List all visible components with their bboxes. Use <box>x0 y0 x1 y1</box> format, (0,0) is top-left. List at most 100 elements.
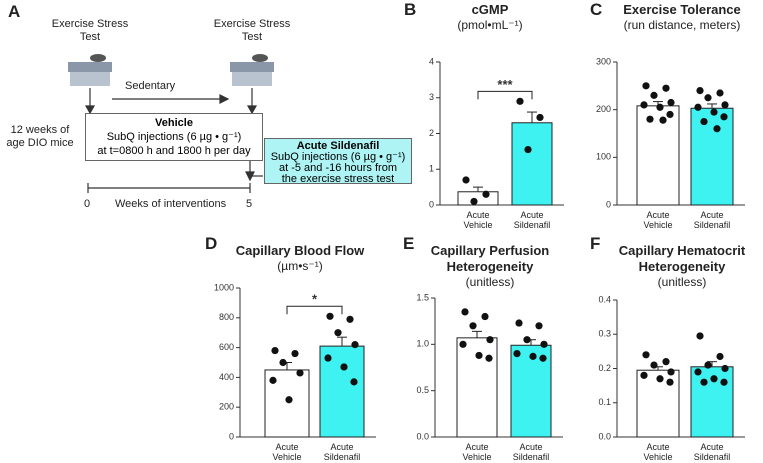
data-point <box>650 361 658 369</box>
data-point <box>340 363 348 371</box>
data-point <box>481 312 489 321</box>
data-point <box>713 125 721 133</box>
chart-subtitle: (pmol•mL⁻¹) <box>457 18 523 32</box>
error-bar <box>473 186 483 192</box>
y-tick-label: 2 <box>429 128 434 138</box>
y-tick-label: 3 <box>429 92 434 102</box>
data-point <box>656 375 664 383</box>
panel-letter: B <box>404 0 417 19</box>
bar <box>457 191 499 206</box>
y-tick-label: 100 <box>596 152 611 162</box>
significance-label: * <box>312 292 318 307</box>
data-point <box>642 351 650 359</box>
data-point <box>640 101 648 109</box>
data-point <box>720 113 728 121</box>
chart-heading: cGMP (pmol•mL⁻¹) <box>410 2 570 33</box>
data-point <box>523 336 531 344</box>
data-point <box>529 352 537 360</box>
data-point <box>539 354 547 362</box>
data-point <box>291 349 299 358</box>
y-tick-label: 0.1 <box>598 397 611 407</box>
data-point <box>540 340 548 348</box>
data-point <box>269 376 277 384</box>
data-point <box>716 352 724 361</box>
data-point <box>334 329 342 337</box>
box-title: Vehicle <box>155 117 193 129</box>
data-point <box>285 396 293 404</box>
sildenafil-box: Acute Sildenafil SubQ injections (6 µg •… <box>264 138 412 185</box>
chart-title: Exercise Tolerance <box>623 2 741 17</box>
y-tick-label: 0.5 <box>416 385 429 395</box>
data-point <box>346 315 354 323</box>
y-tick-label: 0.3 <box>598 329 611 339</box>
significance-bracket <box>286 305 343 315</box>
data-point <box>536 113 544 122</box>
arrows <box>84 88 263 193</box>
data-point <box>524 145 532 154</box>
x-tick-label: Acute Sildenafil <box>512 442 550 462</box>
timeline-end: 5 <box>246 198 253 210</box>
mice-label: 12 weeks of age DIO mice <box>6 124 74 149</box>
data-point <box>326 312 334 320</box>
y-tick-label: 200 <box>596 104 611 114</box>
y-tick-label: 0.4 <box>598 294 611 304</box>
vehicle-box: Vehicle SubQ injections (6 µg • g⁻¹) at … <box>85 113 263 161</box>
y-tick-label: 0 <box>229 431 234 441</box>
data-point <box>694 103 702 111</box>
data-point <box>296 369 304 377</box>
test-label: Exercise Stress Test <box>213 18 291 43</box>
data-point <box>710 375 718 383</box>
timeline-label: Weeks of interventions <box>115 198 227 210</box>
x-tick-label: Acute Vehicle <box>272 442 302 462</box>
chart-subtitle: (unitless) <box>657 275 707 289</box>
chart-title: cGMP <box>471 2 509 17</box>
y-tick-label: 0.0 <box>416 431 429 441</box>
data-point <box>515 319 523 327</box>
chart-subtitle: (unitless) <box>465 275 515 289</box>
significance-label: *** <box>497 77 513 92</box>
data-point <box>646 115 654 123</box>
chart-heading: Capillary Blood Flow (µm•s⁻¹) <box>213 243 388 274</box>
y-tick-label: 600 <box>219 342 234 352</box>
data-point <box>667 368 675 376</box>
x-tick-label: Acute Sildenafil <box>693 210 731 230</box>
error-bar <box>707 103 717 109</box>
chart-title: Capillary Perfusion Heterogeneity <box>430 243 550 274</box>
panel-letter: C <box>590 0 603 19</box>
x-tick-label: Acute Vehicle <box>463 210 493 230</box>
data-point <box>485 354 493 362</box>
data-point <box>640 371 648 379</box>
data-point <box>535 322 543 330</box>
y-tick-label: 300 <box>596 56 611 66</box>
data-point <box>700 378 708 386</box>
chart-heading: Capillary Hematocrit Heterogeneity (unitl… <box>607 243 757 290</box>
data-point <box>666 110 674 119</box>
bar <box>636 105 680 206</box>
y-tick-label: 800 <box>219 312 234 322</box>
data-point <box>667 98 675 107</box>
data-point <box>716 89 724 97</box>
data-point <box>482 190 490 198</box>
panel-letter: E <box>403 234 415 253</box>
bar <box>511 122 553 206</box>
treadmill-icon <box>230 54 274 86</box>
data-point <box>271 346 279 355</box>
chart-title: Capillary Hematocrit Heterogeneity <box>618 243 746 274</box>
box-title: Acute Sildenafil <box>296 140 380 152</box>
data-point <box>462 176 470 184</box>
x-tick-label: Acute Vehicle <box>462 442 492 462</box>
data-point <box>694 368 702 376</box>
error-bar <box>527 111 537 123</box>
data-point <box>662 84 670 92</box>
y-tick-label: 1000 <box>214 282 234 292</box>
panel-letter: D <box>205 234 218 253</box>
significance-bracket <box>477 90 533 100</box>
box-text: SubQ injections (6 µg • g⁻¹) <box>106 131 242 143</box>
y-tick-label: 1 <box>429 164 434 174</box>
data-point <box>469 322 477 330</box>
box-text: SubQ injections (6 µg • g⁻¹) <box>270 151 406 163</box>
data-point <box>642 82 650 90</box>
data-point <box>279 358 287 367</box>
data-point <box>721 101 729 109</box>
